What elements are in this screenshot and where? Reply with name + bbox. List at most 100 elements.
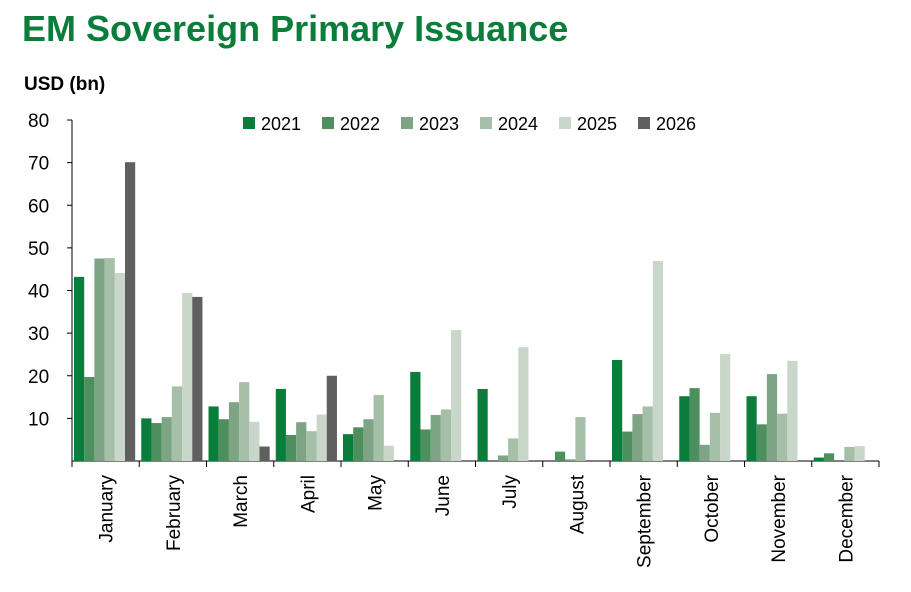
- bar-2026-february: [192, 296, 203, 461]
- bar-2025-may: [383, 445, 394, 461]
- bar-2023-august: [565, 459, 576, 461]
- bar-2024-april: [306, 431, 317, 461]
- bar-2025-february: [182, 293, 193, 461]
- bar-2021-may: [343, 434, 354, 461]
- legend-swatch-2024: [480, 117, 492, 129]
- bar-2026-march: [259, 446, 270, 461]
- bar-2024-december: [844, 446, 855, 461]
- bar-2021-december: [813, 457, 824, 461]
- x-tick-label: November: [769, 474, 790, 562]
- bar-2023-april: [296, 422, 307, 461]
- bar-2021-november: [746, 396, 757, 461]
- bar-2024-october: [709, 412, 721, 461]
- legend-label-2023: 2023: [419, 114, 459, 134]
- y-tick-label: 40: [28, 282, 49, 303]
- x-tick-label: June: [433, 475, 454, 516]
- x-tick-label: July: [500, 475, 521, 509]
- legend-label-2024: 2024: [498, 114, 538, 134]
- chart-bars: [74, 162, 865, 462]
- bar-2025-june: [451, 330, 462, 461]
- bar-2023-july: [497, 455, 509, 461]
- bar-2025-october: [720, 354, 731, 461]
- bar-2025-november: [787, 360, 798, 461]
- bar-2025-april: [316, 414, 327, 461]
- y-tick-label: 60: [28, 196, 49, 217]
- legend-swatch-2023: [401, 117, 413, 129]
- legend-swatch-2026: [638, 117, 650, 129]
- bar-2022-august: [554, 451, 566, 461]
- chart-axes: [67, 119, 880, 467]
- bar-2024-june: [440, 409, 452, 461]
- legend-swatch-2025: [559, 117, 571, 129]
- bar-2022-may: [353, 427, 364, 461]
- bar-2022-june: [420, 429, 431, 461]
- bar-2026-january: [125, 162, 136, 461]
- bar-2021-october: [679, 396, 690, 461]
- y-tick-label: 70: [28, 154, 49, 175]
- bar-2023-march: [228, 402, 240, 461]
- bar-2023-october: [699, 444, 710, 461]
- bar-2022-april: [285, 435, 297, 461]
- x-tick-label: March: [231, 475, 252, 528]
- bar-2021-january: [74, 276, 85, 461]
- x-tick-label: April: [298, 475, 319, 513]
- y-tick-label: 50: [28, 239, 49, 260]
- bar-2024-january: [104, 258, 115, 461]
- bar-2022-december: [823, 453, 835, 461]
- bar-2023-june: [430, 414, 441, 461]
- y-tick-label: 10: [28, 409, 49, 430]
- x-tick-labels: January February March April May June July Augu…: [97, 474, 858, 568]
- legend-swatch-2022: [322, 117, 334, 129]
- bar-2022-november: [756, 424, 767, 461]
- chart-legend: 2021 2022 2023 2024 2025 2026: [243, 114, 696, 134]
- bar-2023-september: [632, 414, 643, 461]
- legend-label-2022: 2022: [340, 114, 380, 134]
- legend-label-2026: 2026: [656, 114, 696, 134]
- bar-2021-june: [410, 371, 421, 461]
- x-tick-label: January: [97, 475, 118, 543]
- bar-2023-november: [766, 374, 778, 461]
- bar-2021-july: [477, 388, 488, 461]
- bar-2022-october: [689, 388, 700, 461]
- x-tick-label: August: [567, 474, 588, 534]
- bar-2021-april: [275, 388, 286, 461]
- bar-2024-july: [508, 438, 519, 461]
- y-axis-label: USD (bn): [24, 74, 106, 95]
- chart-title: EM Sovereign Primary Issuance: [22, 8, 569, 49]
- bar-2022-september: [622, 431, 633, 461]
- x-tick-label: December: [836, 474, 857, 562]
- bar-2025-january: [114, 273, 125, 461]
- bar-2021-september: [612, 359, 623, 461]
- legend-swatch-2021: [243, 117, 255, 129]
- bar-2022-march: [218, 419, 229, 461]
- bar-2026-april: [326, 375, 337, 461]
- bar-2024-september: [642, 406, 653, 461]
- bar-2024-august: [575, 417, 586, 461]
- legend-label-2025: 2025: [577, 114, 617, 134]
- bar-2025-march: [249, 421, 260, 461]
- bar-2021-february: [141, 418, 152, 462]
- legend-label-2021: 2021: [261, 114, 301, 134]
- bar-2023-may: [363, 419, 374, 461]
- y-tick-label: 80: [28, 111, 49, 132]
- y-tick-labels: 10 20 30 40 50 60 70 80: [28, 111, 49, 430]
- bar-2024-november: [777, 413, 788, 461]
- bar-2022-february: [151, 423, 162, 461]
- bar-2023-february: [161, 417, 172, 461]
- bar-2021-march: [208, 406, 219, 461]
- x-tick-label: May: [366, 475, 387, 511]
- x-tick-label: February: [164, 475, 185, 552]
- bar-2022-january: [84, 377, 95, 461]
- bar-2025-september: [652, 261, 663, 461]
- bar-2025-july: [518, 347, 529, 461]
- x-tick-label: September: [635, 474, 656, 568]
- bar-2023-january: [94, 258, 105, 461]
- bar-2024-february: [171, 386, 183, 461]
- x-tick-label: October: [702, 474, 723, 542]
- bar-2024-may: [373, 394, 384, 461]
- bar-2025-december: [854, 446, 865, 461]
- y-tick-label: 20: [28, 367, 49, 388]
- bar-2024-march: [239, 382, 250, 461]
- y-tick-label: 30: [28, 324, 49, 345]
